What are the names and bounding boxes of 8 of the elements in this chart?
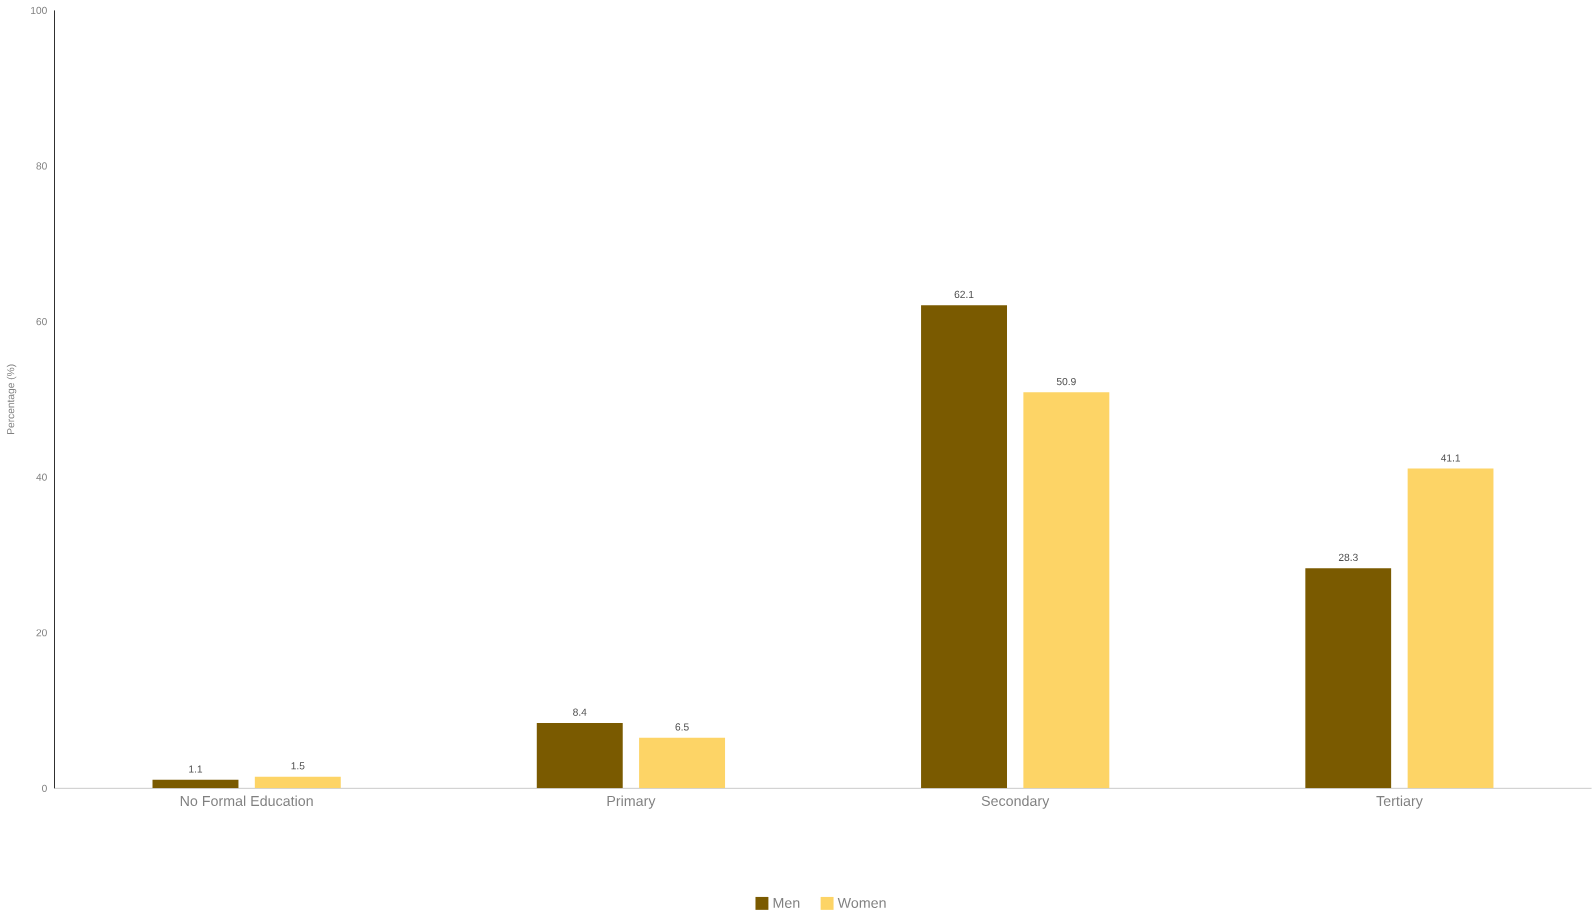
bar [1407, 469, 1494, 789]
bar [152, 780, 239, 789]
bar [639, 738, 726, 789]
bar [254, 777, 341, 789]
bar [1023, 392, 1110, 789]
bar [921, 305, 1008, 789]
bar [536, 723, 623, 789]
bar [1305, 568, 1392, 789]
